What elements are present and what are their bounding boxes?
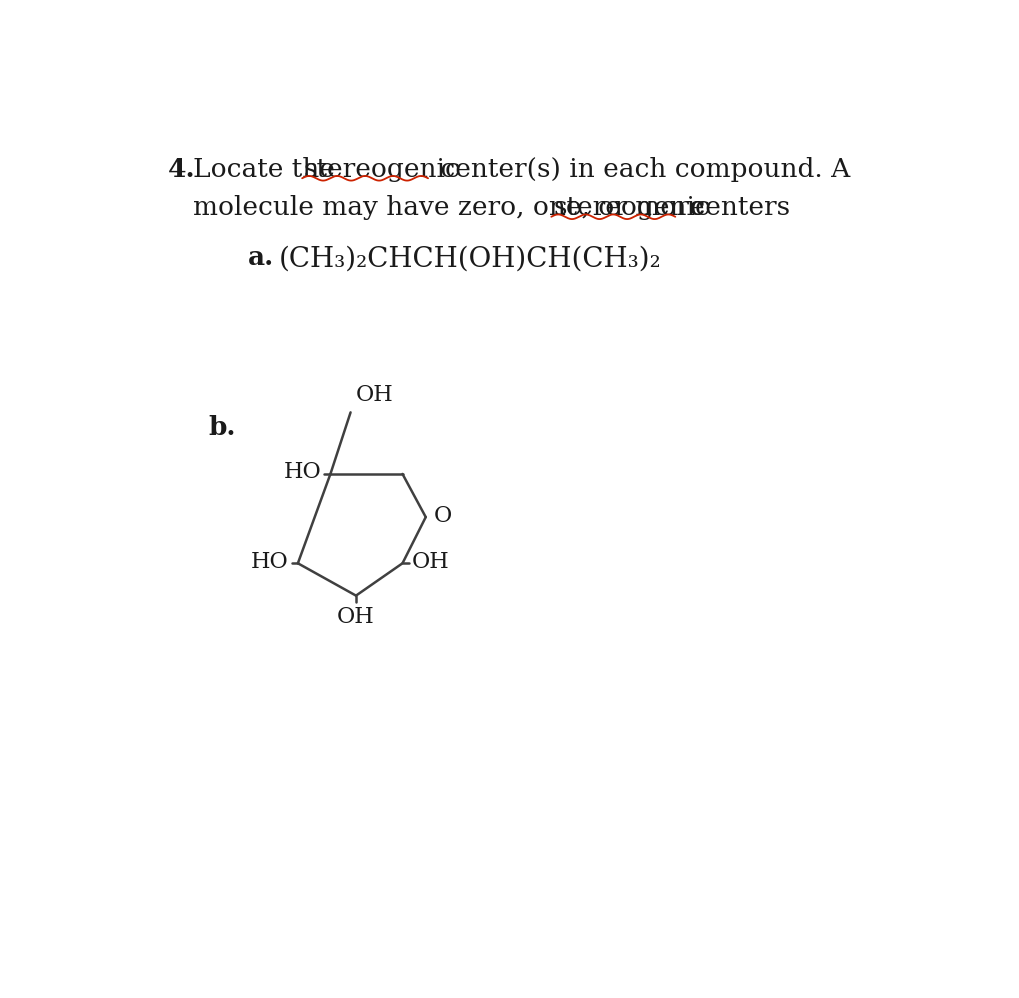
Text: stereogenic: stereogenic — [304, 157, 461, 182]
Text: Locate the: Locate the — [194, 157, 343, 182]
Text: OH: OH — [356, 384, 393, 406]
Text: 4.: 4. — [168, 157, 196, 182]
Text: O: O — [433, 505, 451, 527]
Text: OH: OH — [337, 606, 375, 628]
Text: molecule may have zero, one, or more: molecule may have zero, one, or more — [194, 196, 713, 221]
Text: centers: centers — [682, 196, 790, 221]
Text: b.: b. — [209, 415, 236, 440]
Text: HO: HO — [283, 461, 321, 483]
Text: a.: a. — [248, 246, 274, 270]
Text: (CH₃)₂CHCH(OH)CH(CH₃)₂: (CH₃)₂CHCH(OH)CH(CH₃)₂ — [278, 246, 661, 272]
Text: OH: OH — [412, 551, 449, 573]
Text: stereogenic: stereogenic — [553, 196, 710, 221]
Text: center(s) in each compound. A: center(s) in each compound. A — [432, 157, 850, 182]
Text: HO: HO — [251, 551, 288, 573]
